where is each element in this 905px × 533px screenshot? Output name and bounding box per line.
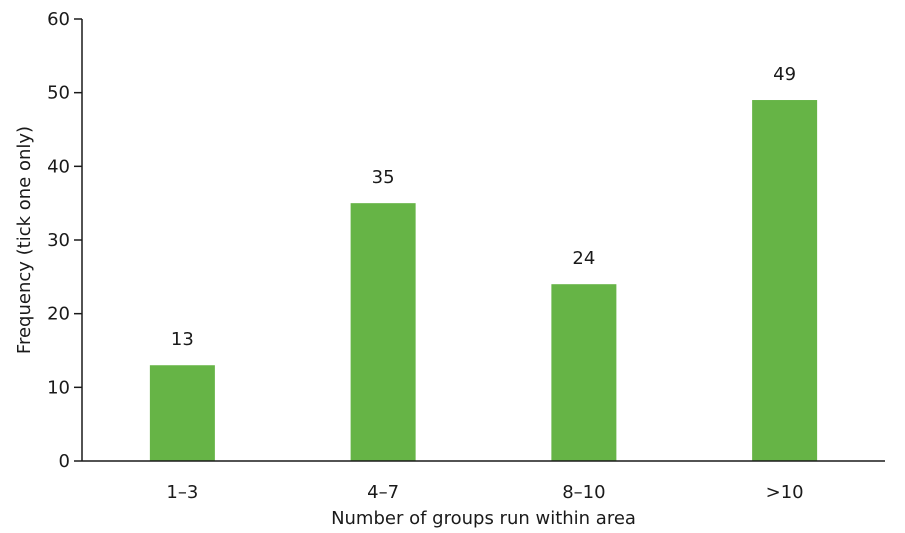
data-label: 24: [572, 248, 595, 269]
y-tick-label: 50: [47, 83, 70, 104]
bar: [752, 100, 818, 462]
data-label: 49: [773, 64, 796, 85]
bar: [149, 365, 215, 461]
x-tick-label: 8–10: [562, 482, 605, 503]
x-tick-label: 4–7: [367, 482, 399, 503]
y-tick-label: 60: [47, 9, 70, 30]
bar: [350, 203, 416, 461]
bar: [551, 284, 617, 461]
y-tick-label: 20: [47, 304, 70, 325]
data-label: 35: [372, 167, 395, 188]
bars: [149, 100, 818, 462]
x-axis-ticks: 1–3 4–7 8–10 >10: [166, 482, 803, 503]
data-label: 13: [171, 329, 194, 350]
y-tick-label: 40: [47, 156, 70, 177]
y-tick-label: 10: [47, 377, 70, 398]
y-axis-title: Frequency (tick one only): [14, 126, 35, 354]
y-tick-label: 0: [59, 451, 70, 472]
y-axis-ticks: 0 10 20 30 40 50 60: [47, 9, 82, 472]
x-axis-title: Number of groups run within area: [331, 508, 636, 529]
y-tick-label: 30: [47, 230, 70, 251]
x-tick-label: 1–3: [166, 482, 198, 503]
x-tick-label: >10: [766, 482, 804, 503]
data-labels: 13 35 24 49: [171, 64, 796, 350]
